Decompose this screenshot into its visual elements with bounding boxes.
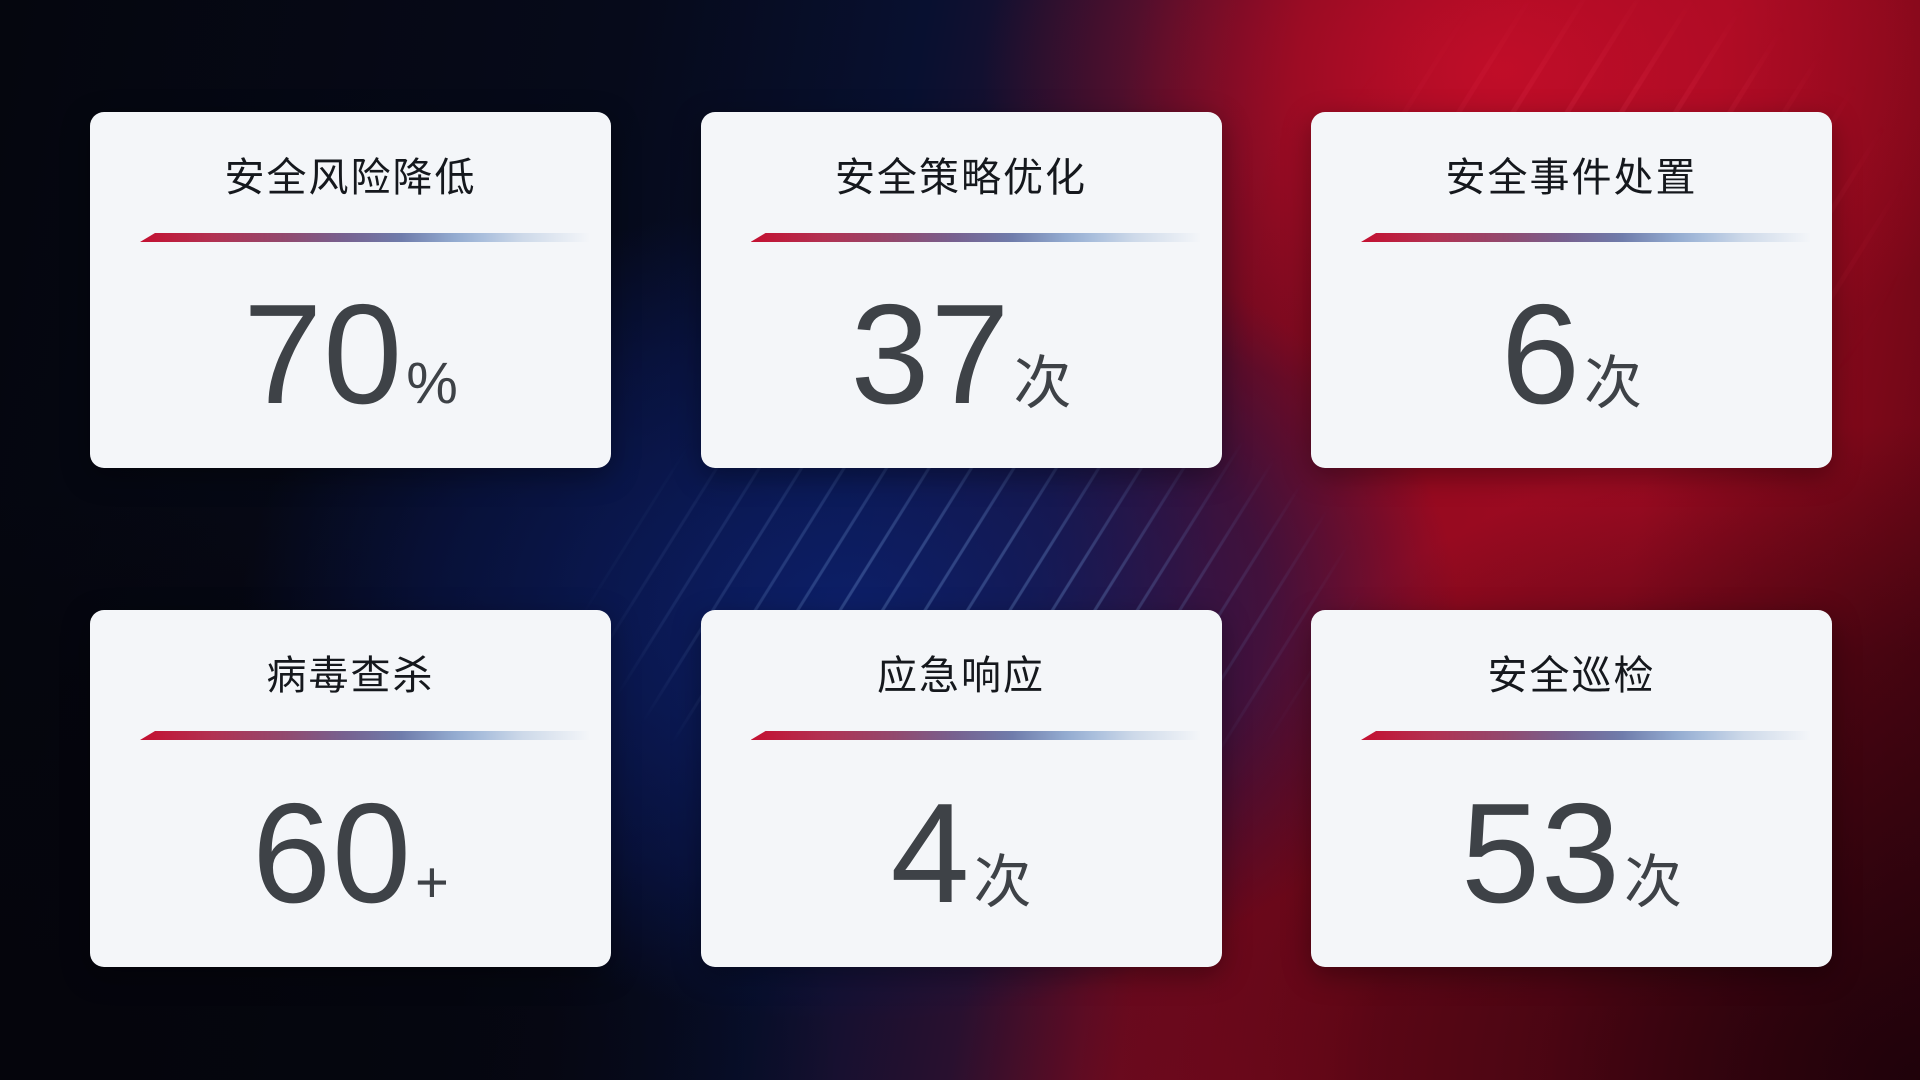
stat-value-area: 53 次 [1311, 740, 1832, 967]
stat-value-line: 60 + [252, 773, 449, 933]
divider-line [750, 233, 1201, 242]
stats-card-grid: 安全风险降低 70 % 安全策略优化 37 次 安全事件处置 6 次 [90, 112, 1832, 967]
divider-line [750, 731, 1201, 740]
stat-value-line: 53 次 [1461, 773, 1682, 933]
card-title: 病毒查杀 [266, 654, 435, 698]
stat-value-area: 4 次 [701, 740, 1222, 967]
stat-value: 70 [243, 275, 404, 434]
stat-card-risk-reduction: 安全风险降低 70 % [90, 112, 611, 468]
card-title: 安全策略优化 [835, 156, 1087, 200]
stat-unit: 次 [1013, 351, 1072, 416]
stat-card-emergency-response: 应急响应 4 次 [700, 610, 1222, 967]
stat-value: 60 [252, 773, 413, 933]
stat-unit: 次 [973, 849, 1032, 915]
stat-value-line: 70 % [243, 284, 458, 426]
stat-value-area: 37 次 [701, 242, 1222, 468]
stat-value-area: 60 + [90, 740, 611, 967]
stat-value-area: 6 次 [1311, 242, 1832, 468]
stat-unit: % [406, 351, 458, 416]
stat-value-area: 70 % [90, 242, 611, 468]
stat-value: 6 [1501, 275, 1581, 434]
card-title: 应急响应 [877, 654, 1045, 698]
card-title: 安全事件处置 [1445, 156, 1698, 200]
divider-line [1361, 233, 1811, 242]
stat-card-security-inspection: 安全巡检 53 次 [1311, 610, 1832, 967]
stat-unit: 次 [1583, 351, 1642, 416]
card-title: 安全风险降低 [224, 156, 477, 200]
stat-value: 53 [1461, 773, 1621, 933]
divider-line [1361, 731, 1811, 740]
divider-line [140, 233, 590, 242]
card-title: 安全巡检 [1487, 654, 1656, 698]
stat-value: 4 [890, 773, 971, 933]
stat-value-line: 4 次 [890, 773, 1032, 933]
stat-card-virus-scan: 病毒查杀 60 + [90, 610, 611, 967]
stat-value: 37 [850, 275, 1011, 434]
stat-unit: + [415, 849, 449, 915]
stat-value-line: 6 次 [1501, 284, 1642, 426]
stat-unit: 次 [1623, 849, 1682, 915]
divider-line [140, 731, 590, 740]
stat-value-line: 37 次 [851, 284, 1072, 426]
stat-card-incident-handling: 安全事件处置 6 次 [1311, 112, 1832, 468]
stat-card-policy-optimization: 安全策略优化 37 次 [700, 112, 1222, 468]
